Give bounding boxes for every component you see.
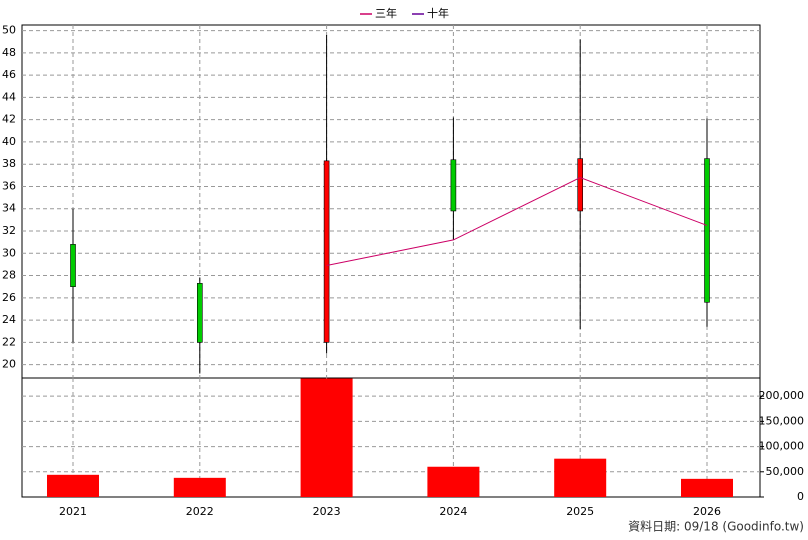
legend-label: 十年 [427,6,449,20]
legend-label: 三年 [375,6,397,20]
x-tick-label: 2024 [439,505,467,518]
y-tick-label: 46 [2,68,16,81]
volume-bar [554,458,607,497]
line-series [326,177,708,267]
y-tick-label: 26 [2,291,16,304]
y-tick-label: 22 [2,335,16,348]
price-frame [21,24,761,379]
candle-body [704,158,710,303]
x-tick-label: 2021 [59,505,87,518]
y2-tick-label: 150,000 [759,414,805,427]
volume-bar [427,466,480,497]
volume-bar [173,477,226,497]
y-tick-label: 30 [2,246,16,259]
x-tick-label: 2025 [566,505,594,518]
candle-body [577,158,584,212]
volume-bar [681,478,733,497]
y-tick-label: 32 [2,224,16,237]
y2-tick-label: 50,000 [766,465,805,478]
y-tick-label: 42 [2,113,16,126]
candle-body [323,160,330,343]
x-tick-label: 2022 [186,505,214,518]
footnote: 資料日期: 09/18 (Goodinfo.tw) [628,520,804,534]
y-tick-label: 34 [2,202,16,215]
volume-bar [47,474,99,497]
y2-tick-label: 200,000 [759,389,805,402]
candle-body [197,283,203,343]
x-tick-label: 2023 [313,505,341,518]
volume-frame [21,377,761,498]
y-tick-label: 38 [2,157,16,170]
candle-body [450,159,457,212]
y-tick-label: 50 [2,24,16,37]
y-tick-label: 24 [2,313,16,326]
candle-body [70,244,76,287]
volume-bar [300,378,353,497]
y-tick-label: 36 [2,179,16,192]
x-tick-label: 2026 [693,505,721,518]
y-tick-label: 28 [2,269,16,282]
y-tick-label: 20 [2,358,16,371]
y-tick-label: 48 [2,46,16,59]
y2-tick-label: 0 [797,490,804,503]
y2-tick-label: 100,000 [759,440,805,453]
y-tick-label: 44 [2,90,16,103]
y-tick-label: 40 [2,135,16,148]
